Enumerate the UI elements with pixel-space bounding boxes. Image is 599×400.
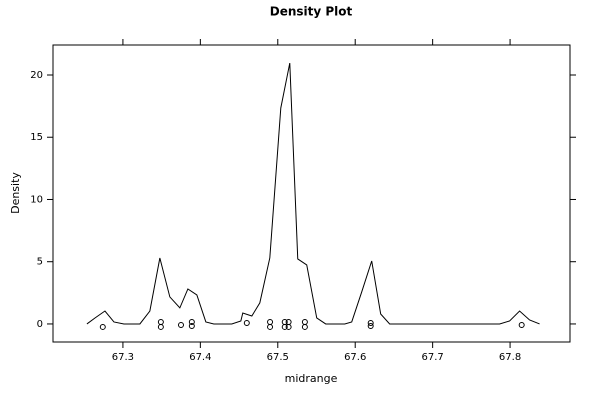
data-point [267,323,274,330]
density-line [86,62,540,325]
y-tick-label: 15 [30,132,43,143]
plot-frame [52,44,571,343]
chart-title: Density Plot [270,5,353,19]
data-point [281,323,288,330]
data-point [157,323,164,330]
data-point [188,322,195,329]
data-point [301,323,308,330]
data-point [99,323,106,330]
y-tick-label: 0 [37,319,43,330]
data-point [367,319,374,326]
data-point [367,322,374,329]
x-tick-label: 67.7 [422,352,444,363]
x-tick-label: 67.4 [189,352,211,363]
x-tick-label: 67.3 [112,352,134,363]
x-tick-label: 67.5 [267,352,289,363]
y-axis-label: Density [9,172,22,214]
data-point [285,323,292,330]
y-tick-label: 10 [30,194,43,205]
x-axis-label: midrange [285,372,338,385]
data-point [243,319,250,326]
data-point [518,321,525,328]
x-tick-label: 67.8 [499,352,521,363]
x-tick-label: 67.6 [344,352,366,363]
data-point [177,321,184,328]
y-tick-label: 20 [30,70,43,81]
y-tick-label: 5 [37,257,43,268]
data-point [188,318,195,325]
